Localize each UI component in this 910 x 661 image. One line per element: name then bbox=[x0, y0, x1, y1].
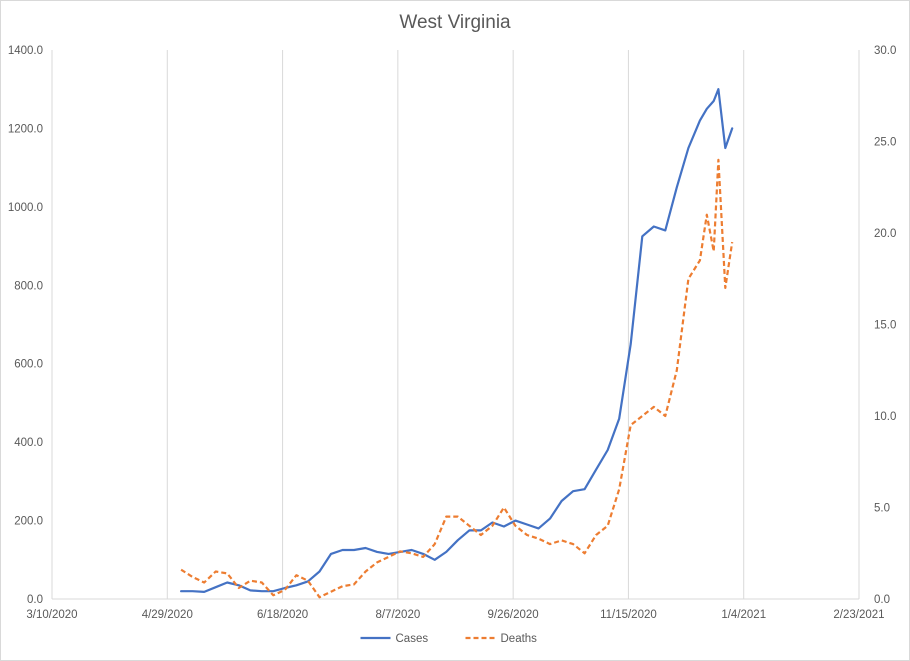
x-tick-label: 3/10/2020 bbox=[26, 609, 77, 621]
legend-label-cases: Cases bbox=[396, 633, 429, 645]
legend: Cases Deaths bbox=[360, 633, 538, 645]
y-left-tick-label: 400.0 bbox=[14, 437, 43, 449]
x-tick-label: 11/15/2020 bbox=[600, 609, 657, 621]
y-left-tick-label: 1400.0 bbox=[8, 45, 43, 57]
y-left-tick-label: 1000.0 bbox=[8, 202, 43, 214]
series-line-cases bbox=[180, 88, 734, 594]
x-tick-label: 2/23/2021 bbox=[833, 609, 884, 621]
series-line-deaths bbox=[180, 158, 734, 599]
x-tick-label: 9/26/2020 bbox=[488, 609, 539, 621]
y-right-tick-label: 5.0 bbox=[874, 503, 890, 515]
y-left-tick-label: 200.0 bbox=[14, 516, 43, 528]
y-right-tick-label: 15.0 bbox=[874, 320, 896, 332]
series-layer bbox=[180, 88, 734, 599]
legend-label-deaths: Deaths bbox=[501, 633, 538, 645]
y-right-tick-label: 10.0 bbox=[874, 411, 896, 423]
axis-layer: 3/10/2020 4/29/2020 6/18/2020 8/7/2020 9/26/… bbox=[8, 45, 897, 621]
y-right-tick-label: 25.0 bbox=[874, 137, 896, 149]
grid-layer bbox=[51, 50, 860, 600]
y-right-tick-label: 20.0 bbox=[874, 228, 896, 240]
y-left-tick-label: 0.0 bbox=[27, 594, 43, 606]
chart-title: West Virginia bbox=[399, 12, 511, 33]
y-right-tick-label: 0.0 bbox=[874, 594, 890, 606]
y-left-tick-label: 800.0 bbox=[14, 280, 43, 292]
x-tick-label: 6/18/2020 bbox=[257, 609, 308, 621]
y-right-tick-label: 30.0 bbox=[874, 45, 896, 57]
y-left-tick-label: 600.0 bbox=[14, 359, 43, 371]
x-tick-label: 4/29/2020 bbox=[142, 609, 193, 621]
y-left-tick-label: 1200.0 bbox=[8, 123, 43, 135]
x-tick-label: 8/7/2020 bbox=[375, 609, 420, 621]
x-tick-label: 1/4/2021 bbox=[721, 609, 766, 621]
